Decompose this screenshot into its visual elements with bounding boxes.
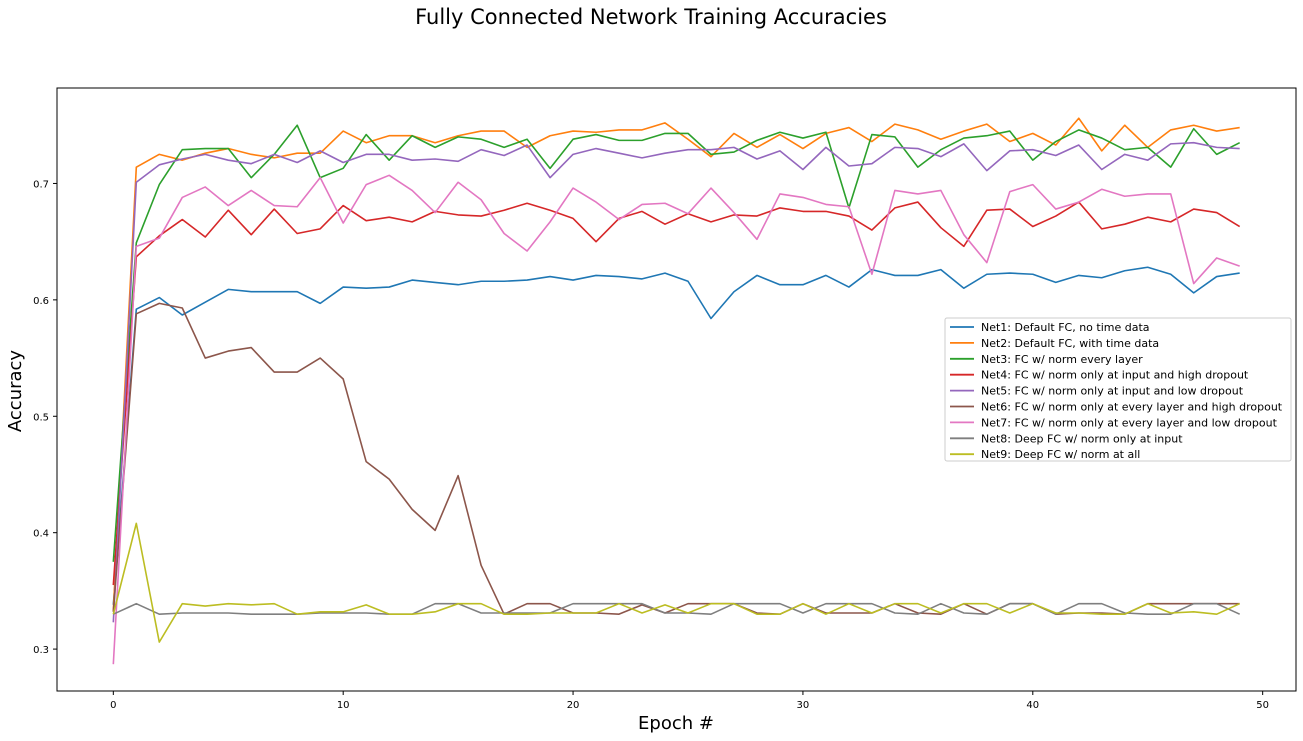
legend-label: Net7: FC w/ norm only at every layer and… <box>981 416 1278 429</box>
x-tick-label: 30 <box>797 700 810 711</box>
y-tick-label: 0.4 <box>33 529 49 540</box>
x-tick-label: 50 <box>1256 700 1269 711</box>
series-line-net3 <box>112 124 1241 562</box>
x-tick-label: 40 <box>1026 700 1039 711</box>
x-tick-label: 10 <box>337 700 350 711</box>
y-tick-label: 0.5 <box>33 412 49 423</box>
x-axis-label: Epoch # <box>638 713 714 734</box>
series-line-net7 <box>112 174 1240 665</box>
legend-item: Net6: FC w/ norm only at every layer and… <box>950 401 1283 414</box>
series-line-net9 <box>112 522 1241 643</box>
series-line-net5 <box>112 141 1240 623</box>
series-line-net2 <box>112 117 1240 611</box>
x-tick-label: 20 <box>567 700 580 711</box>
legend-label: Net3: FC w/ norm every layer <box>981 353 1143 366</box>
chart-legend: Net1: Default FC, no time data Net2: Defa… <box>944 317 1292 462</box>
legend-item: Net8: Deep FC w/ norm only at input <box>950 432 1183 445</box>
legend-label: Net1: Default FC, no time data <box>981 321 1150 334</box>
legend-label: Net4: FC w/ norm only at input and high … <box>981 369 1249 382</box>
legend-label: Net2: Default FC, with time data <box>981 337 1159 350</box>
y-tick-label: 0.6 <box>33 296 49 307</box>
x-tick-label: 0 <box>110 700 116 711</box>
legend-label: Net6: FC w/ norm only at every layer and… <box>981 401 1283 414</box>
y-tick-label: 0.3 <box>33 645 49 656</box>
y-tick-label: 0.7 <box>33 179 49 190</box>
legend-item: Net1: Default FC, no time data <box>950 321 1150 334</box>
y-axis-ticks: 0.3 0.4 0.5 0.6 0.7 <box>33 179 57 656</box>
legend-item: Net7: FC w/ norm only at every layer and… <box>950 416 1278 429</box>
legend-item: Net9: Deep FC w/ norm at all <box>950 448 1140 461</box>
legend-item: Net2: Default FC, with time data <box>950 337 1159 350</box>
y-axis-label: Accuracy <box>5 350 26 433</box>
x-axis-ticks: 0 10 20 30 40 50 <box>110 691 1269 711</box>
series-line-net1 <box>112 266 1240 605</box>
chart-title: Fully Connected Network Training Accurac… <box>415 5 887 29</box>
series-lines <box>112 117 1241 665</box>
legend-frame <box>944 317 1292 462</box>
legend-item: Net5: FC w/ norm only at input and low d… <box>950 385 1244 398</box>
series-line-net4 <box>112 201 1241 586</box>
legend-label: Net9: Deep FC w/ norm at all <box>981 448 1140 461</box>
plot-frame <box>56 87 1297 692</box>
legend-item: Net4: FC w/ norm only at input and high … <box>950 369 1249 382</box>
legend-label: Net8: Deep FC w/ norm only at input <box>981 432 1183 445</box>
legend-item: Net3: FC w/ norm every layer <box>950 353 1143 366</box>
legend-label: Net5: FC w/ norm only at input and low d… <box>981 385 1244 398</box>
